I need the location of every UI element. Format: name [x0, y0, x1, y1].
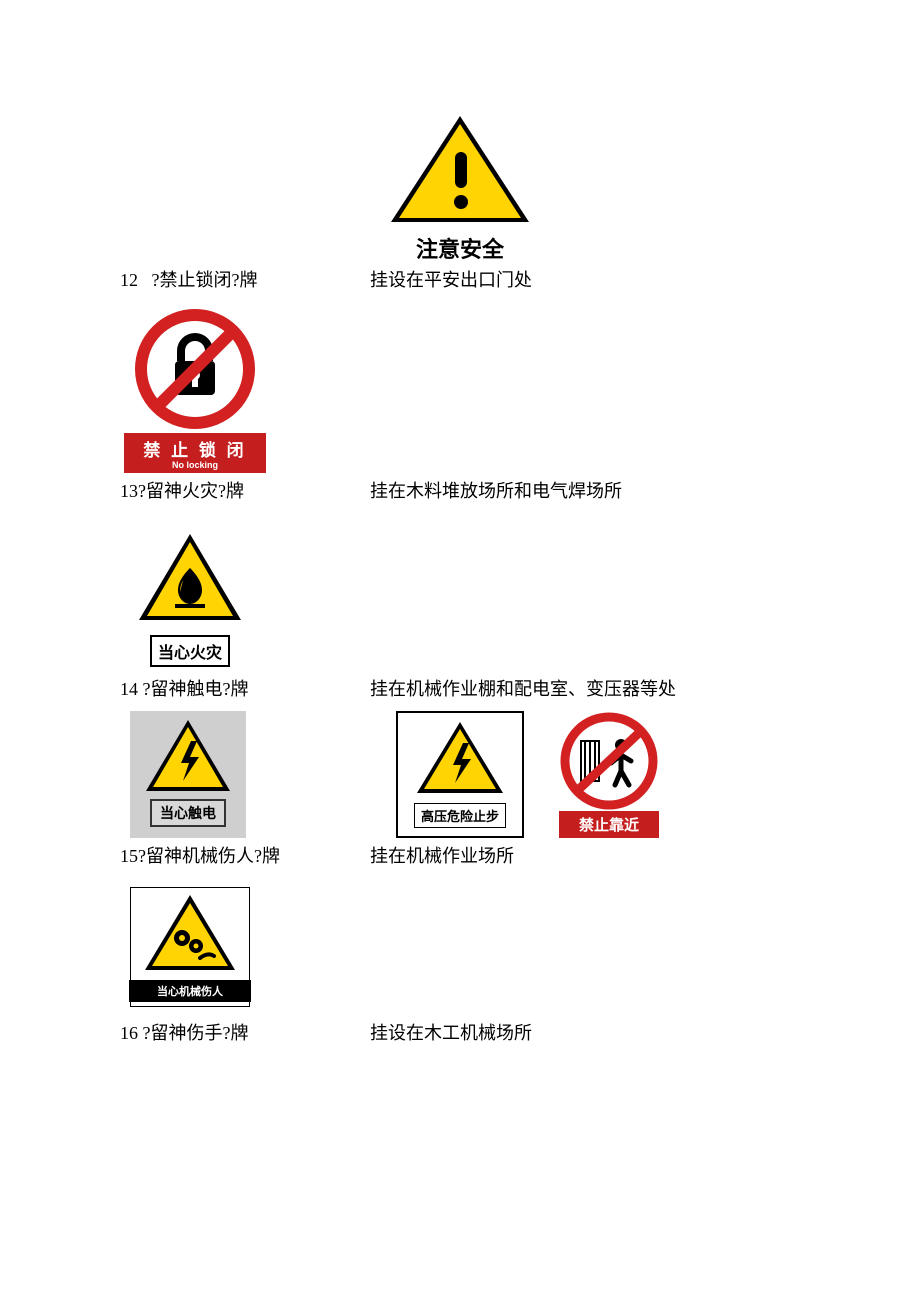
sign-no-approach-caption: 禁止靠近: [559, 811, 659, 838]
item-14-left: 14 ?留神触电?牌: [120, 677, 370, 702]
document-page: 注意安全 12 ?禁止锁闭?牌 挂设在平安出口门处 禁 止 锁 闭 No loc…: [0, 0, 920, 1134]
sign-electric-caution-caption: 当心触电: [150, 799, 226, 827]
prohibition-lock-icon: [135, 309, 255, 429]
sign-high-voltage: 高压危险止步: [396, 711, 524, 838]
warning-bolt-icon-2: [414, 719, 506, 797]
item-16-left: 16 ?留神伤手?牌: [120, 1021, 370, 1046]
sign-high-voltage-caption: 高压危险止步: [414, 803, 506, 828]
item-16-desc: 挂设在木工机械场所: [370, 1021, 800, 1046]
item-15-left: 15?留神机械伤人?牌: [120, 844, 370, 869]
item-13-label: ?留神火灾?牌: [138, 481, 244, 501]
item-13-left: 13?留神火灾?牌: [120, 479, 370, 504]
item-16-label: ?留神伤手?牌: [143, 1023, 249, 1043]
item-15-label: ?留神机械伤人?牌: [138, 846, 280, 866]
item-12-num: 12: [120, 270, 138, 290]
warning-triangle-icon: [385, 110, 535, 230]
item-15-num: 15: [120, 846, 138, 866]
warning-gears-icon: [142, 892, 238, 974]
sign-no-lock-caption: 禁 止 锁 闭 No locking: [124, 433, 266, 473]
sign-fire: 当心火灾: [130, 530, 250, 667]
sign-no-lock-cn: 禁 止 锁 闭: [143, 441, 246, 460]
item-row-14: 14 ?留神触电?牌 挂在机械作业棚和配电室、变压器等处: [120, 677, 800, 702]
sign-no-lock-en: No locking: [132, 461, 258, 470]
sign-fire-caption: 当心火灾: [150, 635, 230, 667]
sign-no-approach: 禁止靠近: [554, 711, 664, 838]
item-13-desc: 挂在木料堆放场所和电气焊场所: [370, 479, 800, 504]
item-row-15: 15?留神机械伤人?牌 挂在机械作业场所: [120, 844, 800, 869]
sign-electric-caution: 当心触电: [130, 711, 246, 838]
warning-fire-icon: [135, 530, 245, 625]
electric-sign-row: 当心触电 高压危险止步 禁止靠近: [130, 711, 800, 838]
item-12-label: ?禁止锁闭?牌: [152, 270, 258, 290]
item-row-16: 16 ?留神伤手?牌 挂设在木工机械场所: [120, 1021, 800, 1046]
item-15-desc: 挂在机械作业场所: [370, 844, 800, 869]
item-14-desc: 挂在机械作业棚和配电室、变压器等处: [370, 677, 800, 702]
sign-mechanical-caption: 当心机械伤人: [129, 980, 251, 1002]
sign-attention-caption: 注意安全: [416, 232, 504, 264]
item-14-num: 14: [120, 679, 138, 699]
sign-attention: 注意安全: [120, 110, 800, 264]
sign-no-lock: 禁 止 锁 闭 No locking: [130, 309, 260, 473]
item-12-left: 12 ?禁止锁闭?牌: [120, 268, 370, 293]
item-13-num: 13: [120, 481, 138, 501]
item-row-13: 13?留神火灾?牌 挂在木料堆放场所和电气焊场所: [120, 479, 800, 504]
prohibition-approach-icon: [559, 711, 659, 811]
item-12-desc: 挂设在平安出口门处: [370, 268, 800, 293]
item-row-12: 12 ?禁止锁闭?牌 挂设在平安出口门处: [120, 268, 800, 293]
item-14-label: ?留神触电?牌: [143, 679, 249, 699]
sign-mechanical: 当心机械伤人: [130, 887, 250, 1007]
item-16-num: 16: [120, 1023, 138, 1043]
warning-bolt-icon: [143, 717, 233, 795]
